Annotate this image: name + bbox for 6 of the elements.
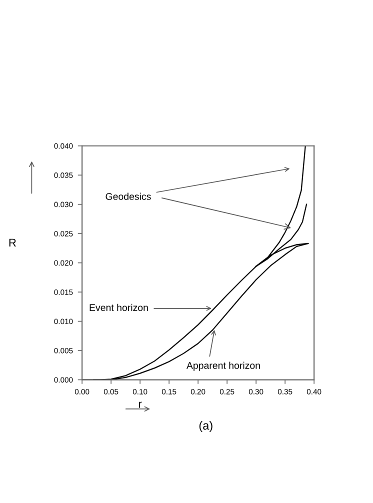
y-axis-title: R	[9, 238, 16, 246]
text: (a)	[199, 421, 212, 432]
annotation: Geodesics	[106, 192, 151, 200]
annotation: Event horizon	[90, 304, 148, 312]
x-axis-title: r	[138, 402, 142, 408]
annotation: Apparent horizon	[186, 362, 260, 371]
